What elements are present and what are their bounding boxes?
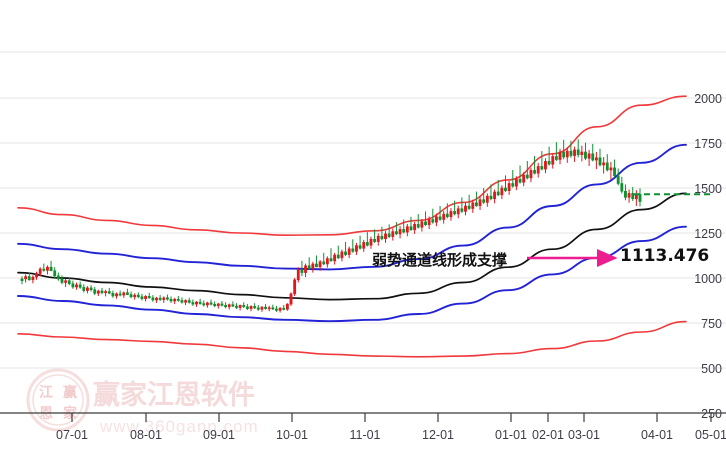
support-value-label: 1113.476 — [620, 246, 710, 266]
svg-text:江: 江 — [39, 384, 53, 401]
svg-text:2000: 2000 — [694, 92, 722, 106]
svg-text:赢: 赢 — [63, 384, 77, 401]
svg-text:05-01: 05-01 — [695, 428, 726, 442]
svg-text:www.360gann.com: www.360gann.com — [99, 417, 259, 436]
svg-text:1750: 1750 — [694, 137, 722, 151]
svg-text:01-01: 01-01 — [495, 428, 527, 442]
svg-text:750: 750 — [701, 317, 722, 331]
svg-text:09-01: 09-01 — [203, 428, 235, 442]
candlestick-series — [20, 139, 642, 313]
svg-text:500: 500 — [701, 362, 722, 376]
axes: 2000175015001250100075050025007-0108-010… — [0, 92, 726, 442]
svg-text:02-01: 02-01 — [532, 428, 564, 442]
svg-text:赢家江恩软件: 赢家江恩软件 — [93, 379, 255, 411]
svg-text:1500: 1500 — [694, 182, 722, 196]
svg-text:1250: 1250 — [694, 227, 722, 241]
svg-text:03-01: 03-01 — [568, 428, 600, 442]
annotation-label: 弱势通道线形成支撑 — [372, 251, 508, 269]
svg-text:07-01: 07-01 — [56, 428, 88, 442]
channel-bands — [17, 95, 687, 358]
svg-text:12-01: 12-01 — [422, 428, 454, 442]
svg-text:08-01: 08-01 — [130, 428, 162, 442]
svg-text:11-01: 11-01 — [349, 428, 380, 442]
svg-text:1000: 1000 — [694, 272, 722, 286]
svg-text:10-01: 10-01 — [276, 428, 308, 442]
svg-text:04-01: 04-01 — [641, 428, 673, 442]
svg-text:恩: 恩 — [39, 406, 53, 422]
